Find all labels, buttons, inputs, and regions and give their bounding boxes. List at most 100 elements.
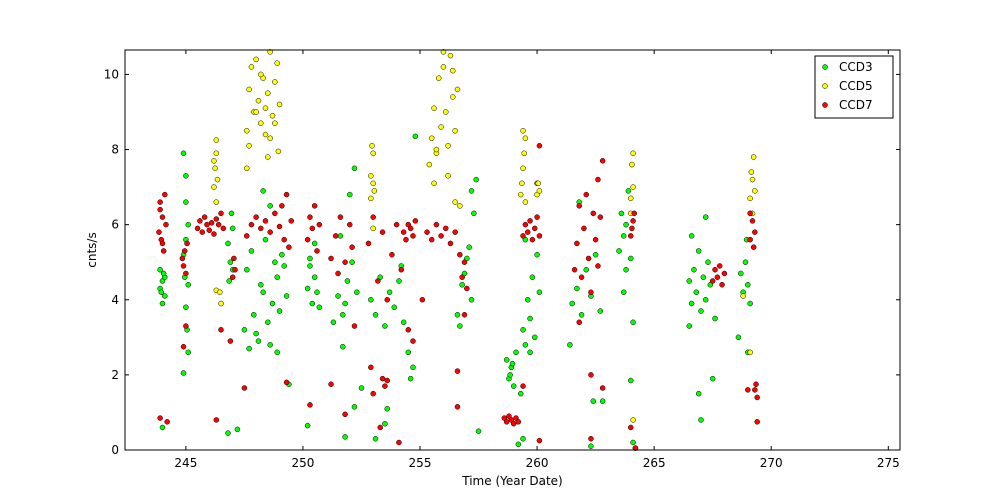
data-point bbox=[225, 430, 231, 436]
data-point bbox=[213, 150, 220, 157]
data-point bbox=[163, 221, 169, 228]
data-point bbox=[253, 56, 259, 63]
data-point bbox=[691, 266, 697, 273]
y-tick-label: 4 bbox=[111, 293, 119, 307]
data-point bbox=[234, 426, 241, 433]
data-point bbox=[583, 191, 589, 198]
data-point bbox=[454, 86, 461, 93]
data-point bbox=[283, 379, 290, 386]
data-point bbox=[396, 278, 402, 284]
data-point bbox=[251, 312, 257, 318]
data-point bbox=[698, 417, 704, 423]
data-point bbox=[307, 214, 313, 220]
data-point bbox=[335, 293, 341, 299]
data-point bbox=[521, 150, 527, 157]
data-point bbox=[267, 229, 273, 235]
data-point bbox=[688, 233, 695, 239]
data-point bbox=[260, 188, 266, 194]
data-point bbox=[597, 308, 604, 314]
data-point bbox=[199, 229, 206, 235]
data-point bbox=[227, 338, 234, 344]
data-point bbox=[627, 255, 634, 262]
legend-marker bbox=[822, 64, 828, 70]
data-point bbox=[742, 259, 749, 265]
data-point bbox=[258, 120, 264, 126]
legend-label: CCD5 bbox=[839, 79, 873, 93]
data-point bbox=[738, 270, 744, 277]
data-point bbox=[201, 214, 208, 220]
data-point bbox=[183, 173, 189, 179]
data-point bbox=[241, 327, 248, 333]
data-point bbox=[752, 229, 758, 235]
data-point bbox=[267, 135, 273, 142]
data-point bbox=[750, 244, 757, 250]
data-point bbox=[337, 214, 344, 220]
data-point bbox=[457, 251, 463, 258]
data-point bbox=[747, 349, 753, 356]
data-point bbox=[204, 221, 210, 228]
data-point bbox=[507, 372, 513, 378]
data-point bbox=[349, 244, 355, 250]
data-point bbox=[185, 281, 191, 288]
data-point bbox=[595, 176, 601, 183]
data-point bbox=[162, 293, 168, 299]
x-tick-label: 245 bbox=[174, 456, 197, 470]
data-point bbox=[630, 439, 636, 446]
data-point bbox=[225, 240, 231, 247]
data-point bbox=[314, 289, 320, 295]
data-point bbox=[688, 300, 695, 307]
data-point bbox=[534, 251, 540, 258]
data-point bbox=[520, 233, 526, 239]
data-point bbox=[597, 214, 604, 220]
data-point bbox=[248, 64, 255, 70]
y-tick-label: 8 bbox=[111, 143, 119, 157]
data-point bbox=[475, 428, 482, 434]
data-point bbox=[700, 274, 707, 280]
x-tick-label: 275 bbox=[877, 456, 900, 470]
data-point bbox=[183, 199, 189, 205]
data-point bbox=[258, 71, 264, 78]
data-point bbox=[276, 101, 283, 108]
data-point bbox=[276, 308, 283, 314]
data-point bbox=[208, 220, 215, 226]
data-point bbox=[513, 349, 519, 356]
data-point bbox=[531, 334, 538, 341]
data-point bbox=[569, 300, 575, 307]
x-axis-label: Time (Year Date) bbox=[461, 474, 562, 488]
data-point bbox=[620, 233, 627, 239]
data-point bbox=[274, 60, 280, 66]
data-point bbox=[583, 266, 589, 273]
data-point bbox=[503, 419, 510, 425]
data-point bbox=[433, 146, 440, 153]
data-point bbox=[265, 154, 271, 160]
data-point bbox=[382, 383, 388, 389]
data-point bbox=[503, 357, 510, 363]
data-point bbox=[211, 158, 217, 164]
data-point bbox=[574, 285, 580, 292]
data-point bbox=[180, 370, 187, 376]
data-point bbox=[712, 266, 718, 273]
data-points bbox=[156, 49, 760, 451]
data-point bbox=[213, 137, 220, 143]
data-point bbox=[332, 233, 339, 239]
data-point bbox=[391, 304, 398, 311]
data-point bbox=[183, 323, 189, 329]
data-point bbox=[520, 165, 526, 172]
data-point bbox=[372, 435, 379, 442]
data-point bbox=[262, 218, 269, 224]
data-point bbox=[365, 240, 372, 247]
data-point bbox=[693, 289, 700, 295]
data-point bbox=[267, 49, 273, 55]
data-point bbox=[253, 214, 259, 220]
data-point bbox=[160, 270, 167, 277]
data-point bbox=[747, 300, 753, 307]
data-point bbox=[740, 293, 746, 299]
data-point bbox=[185, 221, 191, 228]
data-point bbox=[520, 128, 526, 134]
legend-item-ccd7: CCD7 bbox=[822, 98, 873, 112]
data-point bbox=[473, 176, 479, 183]
data-point bbox=[229, 274, 236, 280]
data-point bbox=[461, 312, 468, 318]
data-point bbox=[246, 86, 252, 93]
data-point bbox=[527, 315, 533, 322]
